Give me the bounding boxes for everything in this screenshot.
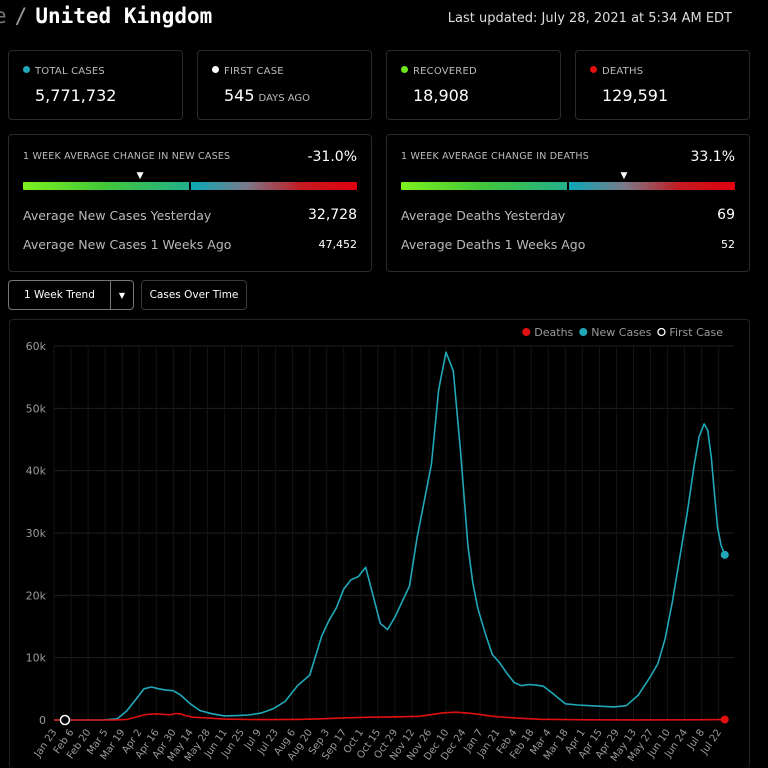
deaths-change-heading: 1 WEEK AVERAGE CHANGE IN DEATHS — [401, 151, 589, 162]
deaths-dot-icon — [590, 66, 597, 73]
first-case-dot-icon — [212, 66, 219, 73]
deaths-change-pct: 33.1% — [690, 149, 735, 165]
country-name: United Kingdom — [35, 4, 213, 28]
deaths-change-gradient-bar — [401, 182, 735, 190]
total-cases-card: TOTAL CASES 5,771,732 — [8, 50, 183, 120]
avg-deaths-week-ago-label: Average Deaths 1 Weeks Ago — [401, 237, 586, 252]
total-cases-value: 5,771,732 — [35, 86, 117, 105]
recovered-label: RECOVERED — [413, 66, 477, 77]
deaths-label: DEATHS — [602, 66, 644, 77]
total-cases-dot-icon — [23, 66, 30, 73]
first-case-value: 545 — [224, 86, 255, 105]
cases-change-gradient-bar — [23, 182, 357, 190]
first-case-card: FIRST CASE 545 DAYS AGO — [197, 50, 372, 120]
avg-deaths-yesterday-label: Average Deaths Yesterday — [401, 208, 566, 223]
cases-change-marker-icon: ▼ — [136, 171, 144, 181]
total-cases-label: TOTAL CASES — [35, 66, 105, 77]
chevron-down-icon[interactable]: ▼ — [110, 281, 133, 309]
avg-new-cases-yesterday-label: Average New Cases Yesterday — [23, 208, 212, 223]
first-case-label: FIRST CASE — [224, 66, 284, 77]
breadcrumb-separator: / — [14, 4, 28, 28]
last-updated: Last updated: July 28, 2021 at 5:34 AM E… — [447, 11, 732, 26]
trend-select-label: 1 Week Trend — [24, 289, 95, 301]
cases-over-time-button[interactable]: Cases Over Time — [141, 280, 247, 310]
avg-new-cases-yesterday-value: 32,728 — [308, 207, 357, 223]
cases-change-heading: 1 WEEK AVERAGE CHANGE IN NEW CASES — [23, 151, 231, 162]
breadcrumb-parent[interactable]: e — [0, 4, 7, 28]
page-title: e / United Kingdom — [0, 4, 212, 32]
trend-select[interactable]: 1 Week Trend ▼ — [8, 280, 134, 310]
avg-deaths-yesterday-value: 69 — [717, 207, 735, 223]
cases-over-time-label: Cases Over Time — [149, 289, 239, 301]
avg-deaths-week-ago-value: 52 — [721, 238, 735, 251]
cases-change-card: 1 WEEK AVERAGE CHANGE IN NEW CASES -31.0… — [8, 134, 372, 272]
recovered-dot-icon — [401, 66, 408, 73]
deaths-change-card: 1 WEEK AVERAGE CHANGE IN DEATHS 33.1% ▼ … — [386, 134, 750, 272]
deaths-value: 129,591 — [602, 86, 669, 105]
deaths-card: DEATHS 129,591 — [575, 50, 750, 120]
recovered-card: RECOVERED 18,908 — [386, 50, 561, 120]
first-case-unit: DAYS AGO — [258, 93, 311, 104]
recovered-value: 18,908 — [413, 86, 469, 105]
cases-change-pct: -31.0% — [307, 149, 357, 165]
avg-new-cases-week-ago-value: 47,452 — [318, 238, 358, 251]
deaths-change-marker-icon: ▼ — [620, 171, 628, 181]
avg-new-cases-week-ago-label: Average New Cases 1 Weeks Ago — [23, 237, 232, 252]
chart-panel — [9, 319, 750, 768]
